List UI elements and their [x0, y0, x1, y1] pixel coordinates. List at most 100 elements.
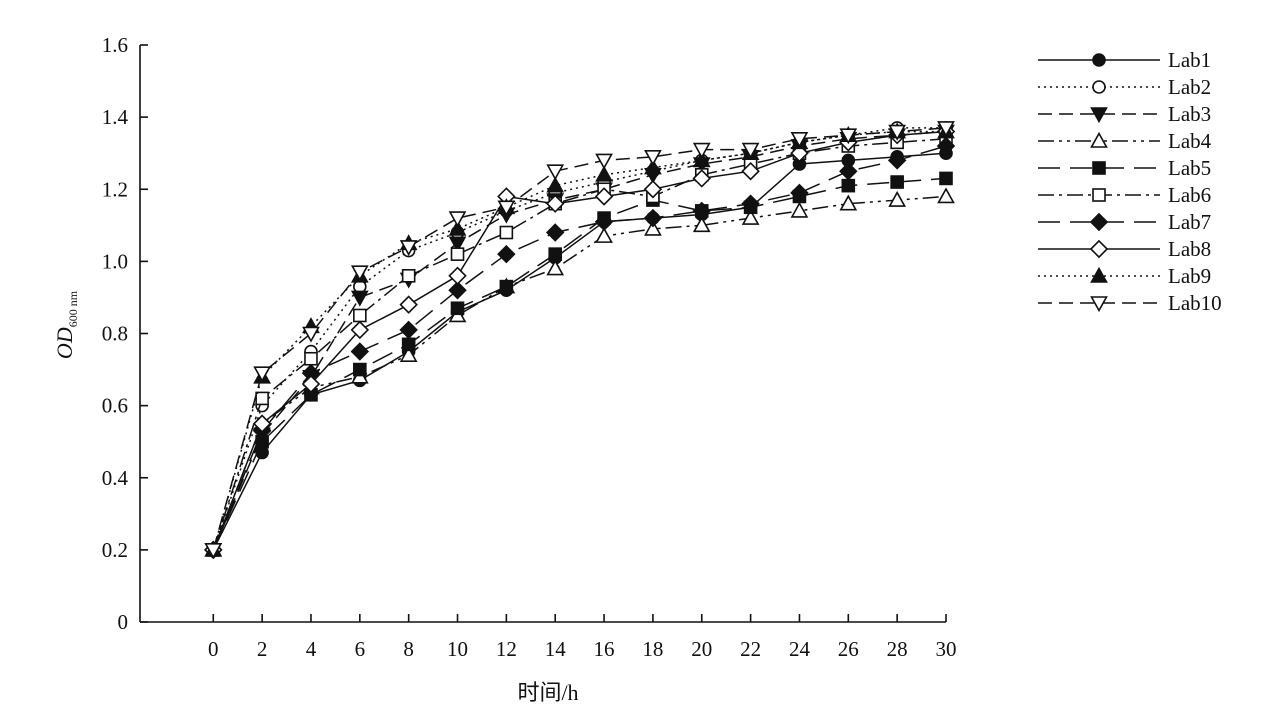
- y-tick-label: 0.8: [102, 322, 128, 346]
- legend-item-lab9: Lab9: [1038, 264, 1211, 288]
- legend-item-lab3: Lab3: [1038, 102, 1211, 126]
- legend-label: Lab9: [1168, 264, 1211, 288]
- lab5-line: [212, 177, 947, 551]
- legend-marker: [1089, 212, 1109, 232]
- series-lab10: [204, 121, 955, 560]
- legend-label: Lab5: [1168, 156, 1211, 180]
- legend-item-lab5: Lab5: [1038, 156, 1211, 180]
- x-tick-label: 16: [594, 637, 615, 661]
- series-lab6: [206, 131, 953, 557]
- y-tick-label: 1.0: [102, 249, 128, 273]
- series-lab9: [204, 122, 955, 557]
- lab5-point: [841, 178, 856, 193]
- y-axis-title-subscript: 600 nm: [66, 290, 80, 327]
- y-tick-label: 0.2: [102, 538, 128, 562]
- lab8-line: [212, 130, 947, 551]
- lab10-point: [204, 543, 223, 560]
- lab4-point: [399, 345, 418, 362]
- y-axis-ticks: 0 0.2 0.4 0.6 0.8 1.0 1.2 1.4 1.6: [102, 33, 148, 634]
- lab9-line: [212, 130, 946, 551]
- lab10-point: [692, 142, 711, 159]
- series-lab8: [204, 122, 956, 560]
- lab4-point: [595, 226, 613, 243]
- legend-label: Lab2: [1168, 75, 1211, 99]
- series-lab3: [204, 124, 955, 560]
- lab7-point: [350, 342, 370, 361]
- legend-item-lab8: Lab8: [1038, 237, 1211, 261]
- lab7-point: [497, 244, 516, 264]
- x-tick-label: 18: [642, 637, 663, 661]
- lab7-point: [399, 320, 418, 340]
- y-tick-label: 1.6: [102, 33, 128, 57]
- plot-area: [204, 121, 956, 560]
- legend-label: Lab6: [1168, 183, 1211, 207]
- lab7-point: [545, 223, 565, 242]
- legend-label: Lab4: [1168, 129, 1212, 153]
- lab8-point: [643, 180, 663, 199]
- y-tick-label: 1.2: [102, 177, 128, 201]
- lab3-point: [350, 290, 369, 307]
- lab7-point: [936, 136, 956, 156]
- lab10-point: [546, 164, 565, 181]
- lab8-point: [692, 169, 711, 188]
- legend-label: Lab7: [1168, 210, 1211, 234]
- lab9-point: [644, 158, 662, 175]
- lab10-point: [790, 131, 809, 148]
- lab10-point: [399, 240, 418, 257]
- lab8-point: [448, 266, 467, 286]
- lab3-point: [448, 236, 467, 253]
- legend-item-lab6: Lab6: [1038, 183, 1211, 207]
- lab10-point: [937, 121, 955, 138]
- lab10-point: [350, 265, 369, 282]
- x-tick-label: 6: [355, 637, 366, 661]
- legend-marker: [1092, 80, 1106, 94]
- lab8-point: [399, 295, 418, 314]
- lab6-point: [499, 225, 514, 240]
- lab7-point: [741, 194, 760, 213]
- lab4-point: [644, 219, 662, 236]
- legend-marker: [1092, 161, 1106, 175]
- y-tick-label: 0.6: [102, 394, 128, 418]
- legend-marker: [1090, 296, 1108, 313]
- lab10-point: [839, 128, 858, 145]
- legend-item-lab7: Lab7: [1038, 210, 1211, 234]
- lab9-point: [546, 176, 565, 193]
- legend-item-lab2: Lab2: [1038, 75, 1211, 99]
- lab3-line: [212, 130, 947, 551]
- lab9-point: [595, 165, 613, 182]
- lab5-point: [499, 279, 514, 294]
- chart-axes: [139, 45, 946, 623]
- lab5-point: [890, 175, 904, 189]
- lab4-point: [546, 259, 565, 276]
- lab4-point: [839, 194, 858, 211]
- lab10-line: [212, 127, 947, 551]
- x-tick-label: 22: [740, 637, 761, 661]
- lab10-point: [644, 149, 662, 166]
- lab10-point: [302, 326, 320, 343]
- legend-label: Lab8: [1168, 237, 1211, 261]
- lab4-point: [937, 187, 955, 204]
- lab6-point: [450, 247, 465, 261]
- lab6-point: [353, 308, 367, 323]
- lab8-point: [545, 194, 565, 213]
- legend-item-lab4: Lab4: [1038, 129, 1212, 153]
- legend-marker: [1090, 107, 1108, 124]
- x-tick-label: 28: [887, 637, 908, 661]
- lab6-point: [255, 391, 269, 406]
- legend-item-lab10: Lab10: [1038, 291, 1222, 315]
- legend-label: Lab3: [1168, 102, 1211, 126]
- lab8-point: [350, 320, 370, 340]
- lab8-point: [594, 187, 614, 206]
- lab7-point: [839, 161, 858, 181]
- lab8-point: [741, 161, 760, 181]
- legend-marker: [1089, 239, 1109, 259]
- lab7-point: [594, 212, 614, 231]
- lab7-point: [448, 280, 467, 300]
- legend-item-lab1: Lab1: [1038, 48, 1211, 72]
- lab5-point: [939, 171, 953, 186]
- lab1-line: [212, 152, 947, 551]
- x-tick-label: 10: [447, 637, 468, 661]
- y-tick-label: 1.4: [102, 105, 129, 129]
- lab7-point: [692, 201, 711, 221]
